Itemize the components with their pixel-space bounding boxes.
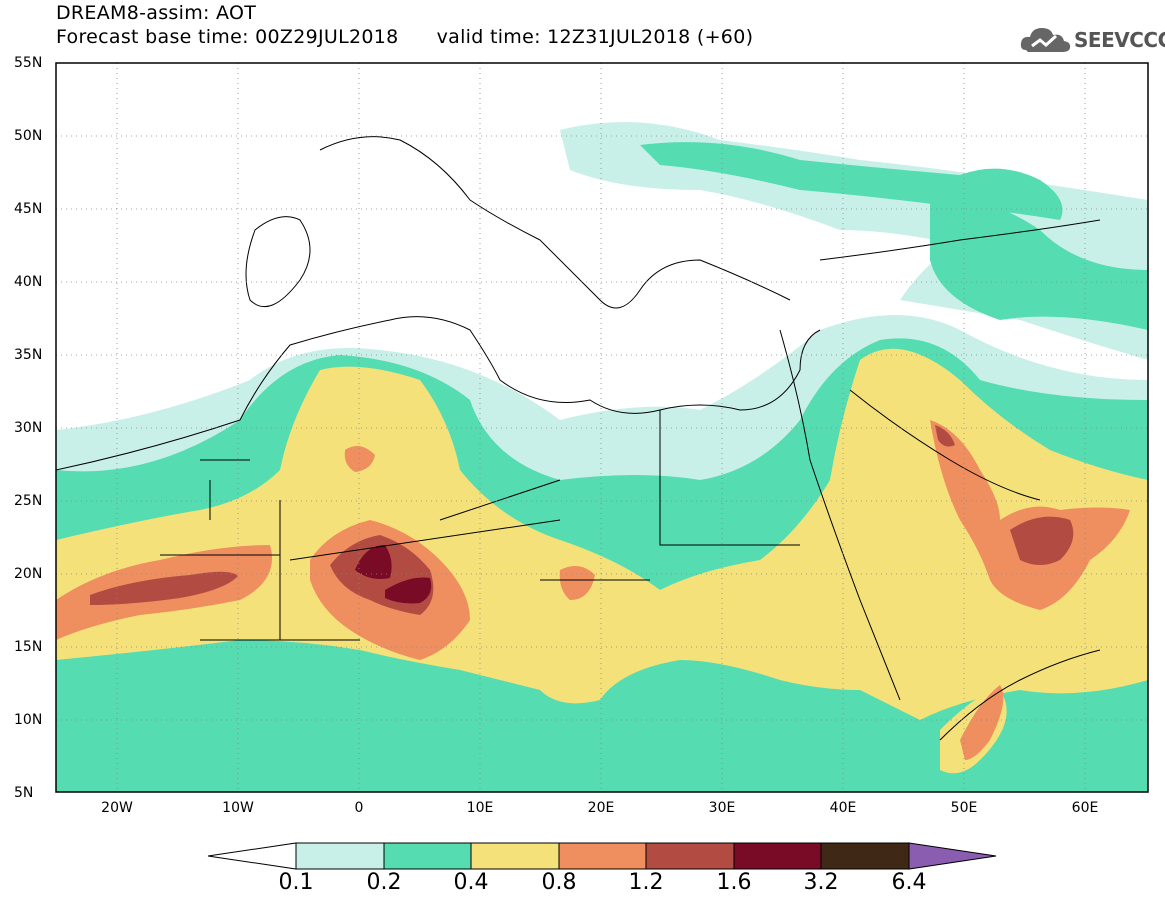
chart-title: DREAM8-assim: AOT — [56, 2, 257, 24]
colorbar-label-0.8: 0.8 — [541, 870, 577, 895]
lat-label-45n: 45N — [14, 201, 43, 217]
valid-time: valid time: 12Z31JUL2018 (+60) — [436, 26, 754, 48]
forecast-times: Forecast base time: 00Z29JUL2018 valid t… — [56, 26, 753, 48]
map-frame — [55, 62, 1149, 793]
colorbar-label-1.2: 1.2 — [628, 870, 664, 895]
colorbar-bin-0.8-1.2 — [558, 842, 647, 870]
colorbar-bin-1.6-3.2 — [733, 842, 822, 870]
lat-label-15n: 15N — [14, 639, 43, 655]
colorbar-bin-0.4-0.8 — [470, 842, 560, 870]
lat-label-30n: 30N — [14, 420, 43, 436]
cloud-icon — [1020, 28, 1071, 52]
colorbar-bin-0.1-0.2 — [295, 842, 385, 870]
coastlines — [56, 136, 1101, 741]
lon-label-60e: 60E — [1071, 800, 1099, 816]
colorbar-bin-1.2-1.6 — [645, 842, 735, 870]
colorbar — [207, 842, 997, 870]
graticule — [56, 63, 1148, 792]
colorbar-above-max — [908, 842, 997, 870]
aot-field — [56, 63, 1148, 792]
colorbar-bin-0.2-0.4 — [383, 842, 472, 870]
colorbar-label-6.4: 6.4 — [891, 870, 927, 895]
lon-label-10e: 10E — [466, 800, 494, 816]
colorbar-label-1.6: 1.6 — [716, 870, 752, 895]
colorbar-label-0.4: 0.4 — [453, 870, 489, 895]
lat-label-25n: 25N — [14, 493, 43, 509]
lat-label-40n: 40N — [14, 274, 43, 290]
colorbar-label-0.2: 0.2 — [366, 870, 402, 895]
lat-label-20n: 20N — [14, 566, 43, 582]
logo-text: SEEVCCC — [1074, 28, 1165, 52]
colorbar-label-3.2: 3.2 — [803, 870, 839, 895]
colorbar-bin-3.2-6.4 — [820, 842, 910, 870]
colorbar-label-0.1: 0.1 — [278, 870, 314, 895]
lat-label-50n: 50N — [14, 128, 43, 144]
seevccc-logo: SEEVCCC — [1018, 20, 1165, 58]
lon-label-20w: 20W — [101, 800, 133, 816]
lon-label-30e: 30E — [708, 800, 736, 816]
base-time: Forecast base time: 00Z29JUL2018 — [56, 26, 399, 48]
lon-label-10w: 10W — [222, 800, 254, 816]
lon-label-40e: 40E — [829, 800, 857, 816]
lat-label-55n: 55N — [14, 55, 43, 71]
lat-label-35n: 35N — [14, 347, 43, 363]
lat-label-5n: 5N — [14, 785, 34, 801]
lon-label-0: 0 — [354, 800, 364, 816]
colorbar-below-min — [207, 842, 297, 870]
lat-label-10n: 10N — [14, 712, 43, 728]
lon-label-50e: 50E — [950, 800, 978, 816]
lon-label-20e: 20E — [587, 800, 615, 816]
